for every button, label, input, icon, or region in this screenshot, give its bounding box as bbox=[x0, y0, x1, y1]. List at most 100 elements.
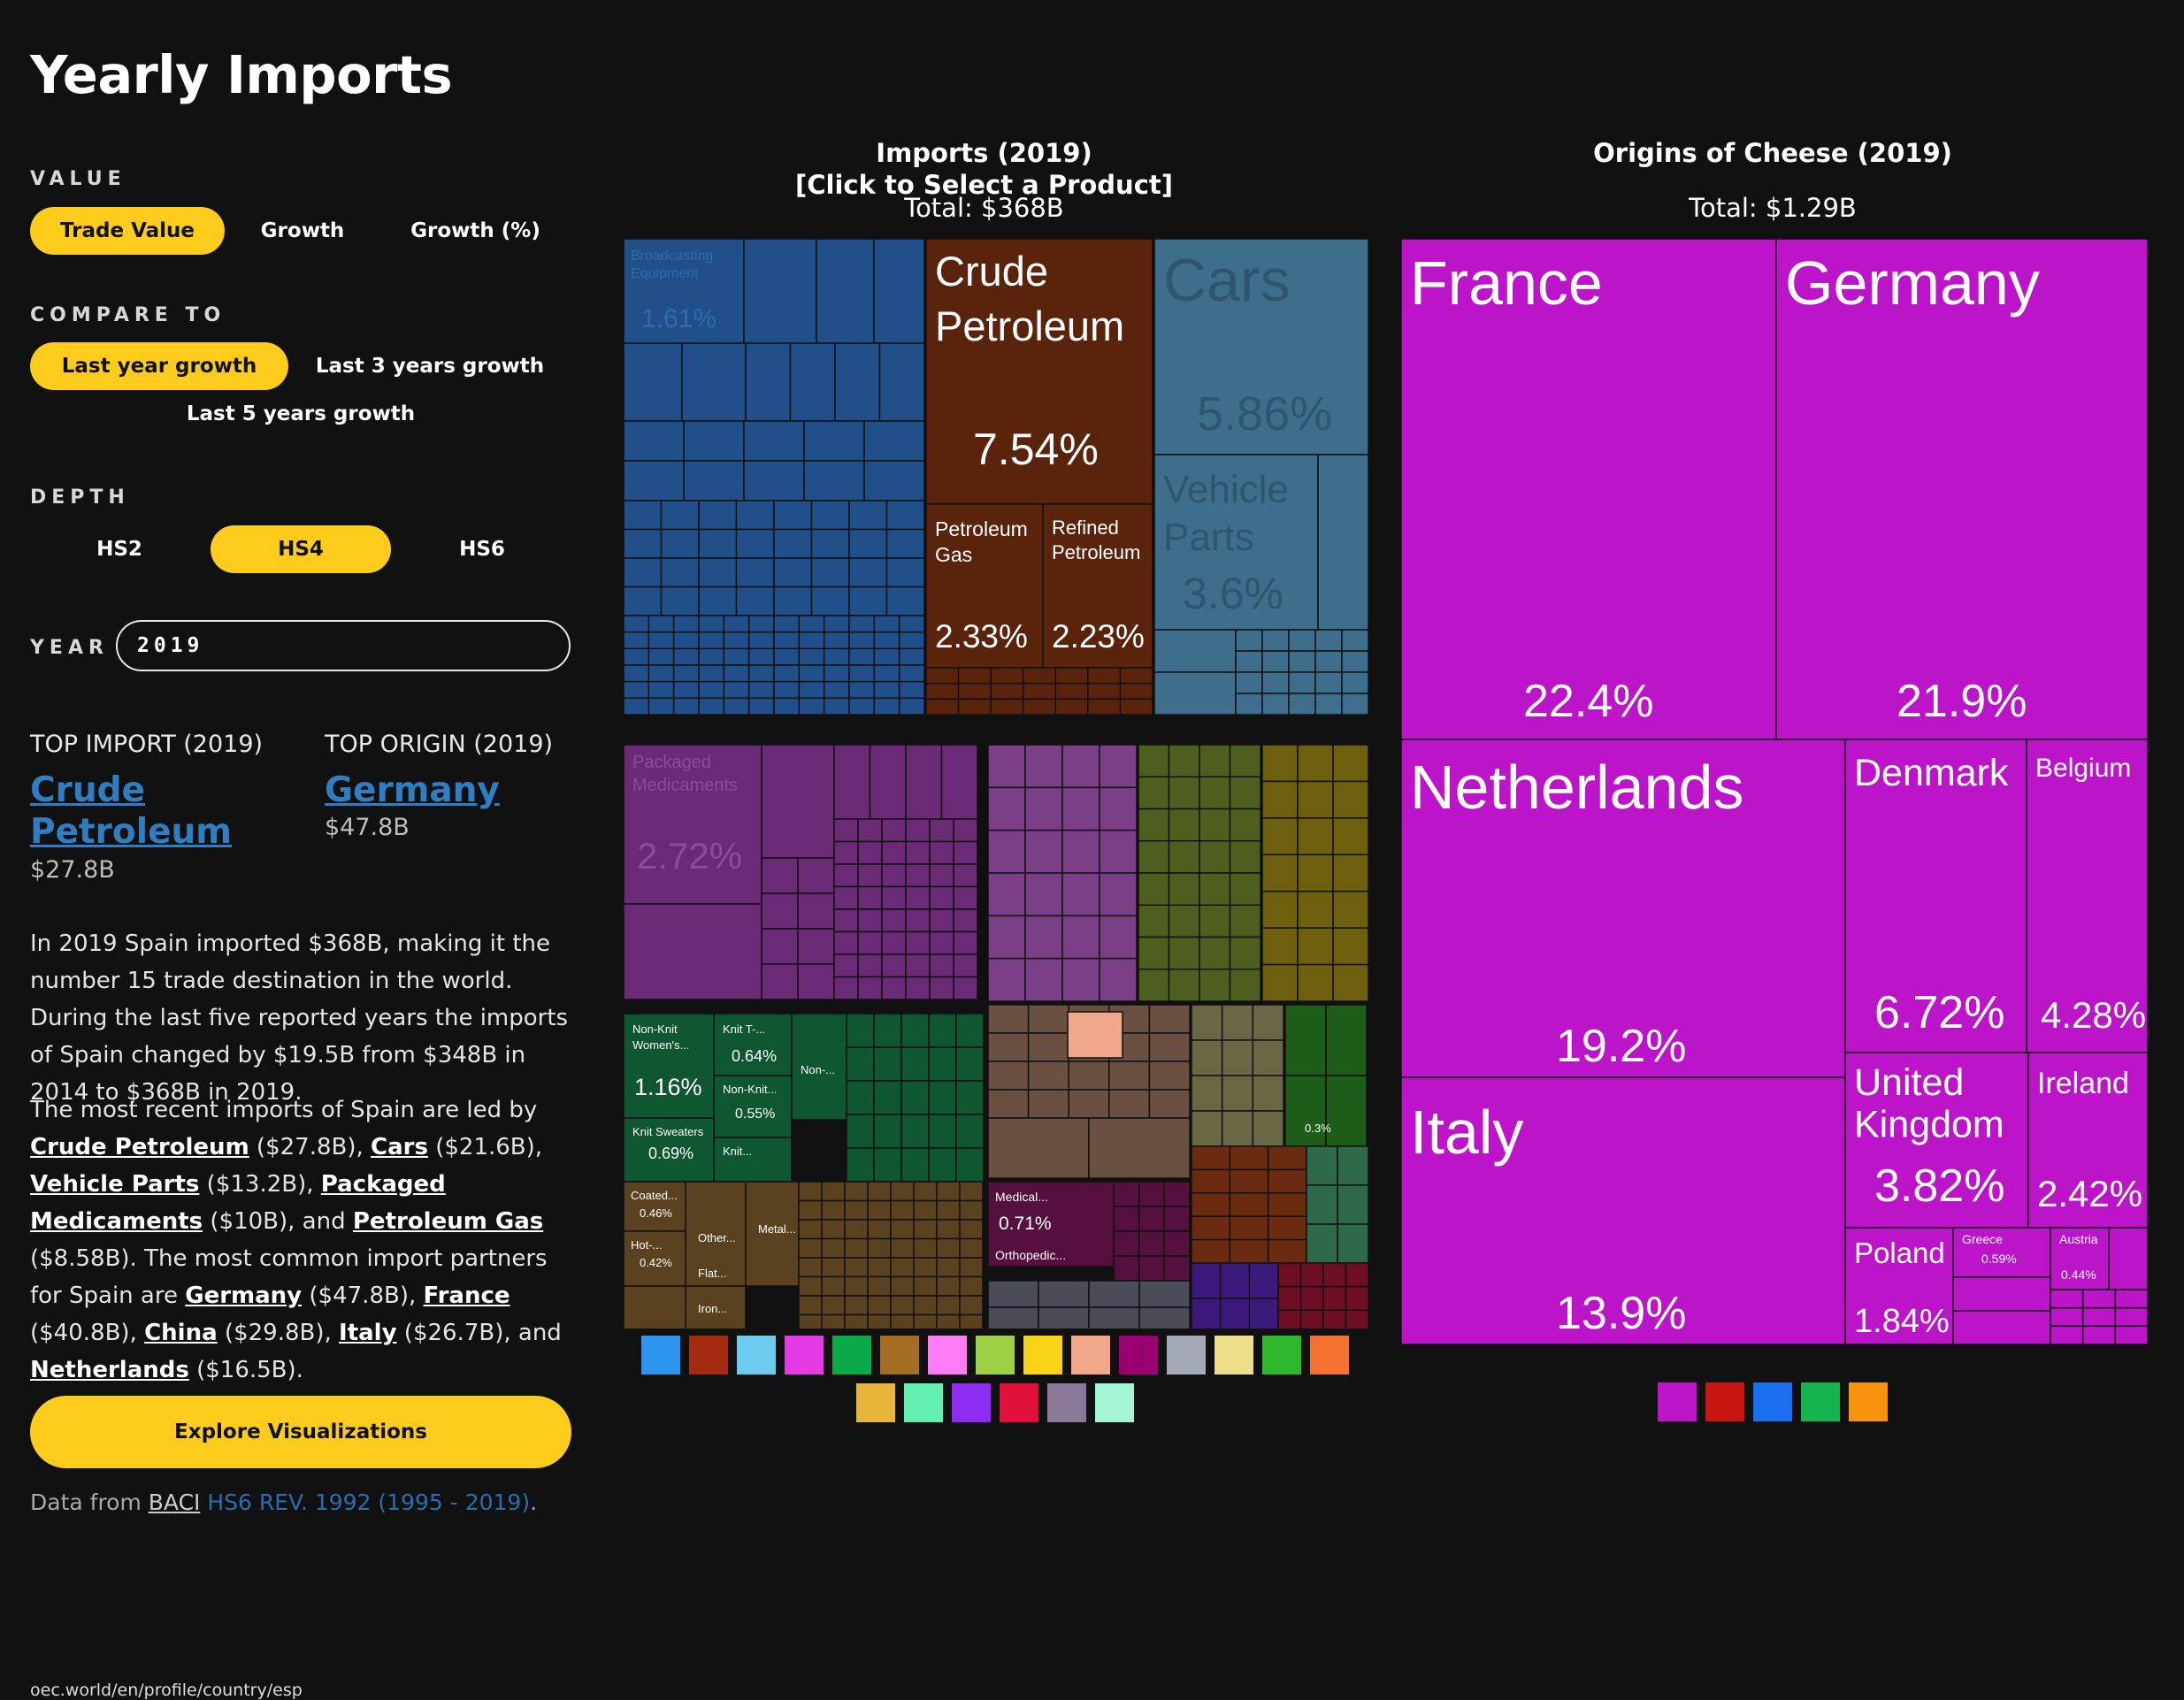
tile-machinery[interactable] bbox=[672, 631, 700, 650]
tile-chemicals[interactable] bbox=[953, 976, 978, 1000]
tile-instruments[interactable] bbox=[1138, 1306, 1191, 1329]
tile-misc[interactable] bbox=[1306, 1145, 1338, 1186]
tile-origin-small[interactable] bbox=[2081, 1325, 2117, 1345]
tile-machinery[interactable] bbox=[898, 647, 925, 666]
tile-vegetable[interactable] bbox=[1229, 904, 1261, 938]
tile-machinery[interactable] bbox=[698, 631, 725, 650]
tile-foodstuffs[interactable] bbox=[1261, 927, 1299, 966]
tile-textiles[interactable] bbox=[873, 1046, 902, 1082]
tile-foodstuffs[interactable] bbox=[1297, 854, 1334, 892]
tile-metals[interactable] bbox=[959, 1257, 984, 1278]
depth-hs2-button[interactable]: HS2 bbox=[96, 538, 142, 561]
tile-chemicals[interactable] bbox=[929, 908, 954, 933]
tile-precious[interactable] bbox=[1219, 1298, 1251, 1329]
tile-machinery[interactable] bbox=[848, 586, 888, 616]
tile-chemicals[interactable] bbox=[929, 818, 954, 843]
tile-machinery[interactable] bbox=[660, 586, 700, 616]
tile-chemicals[interactable] bbox=[761, 857, 799, 894]
tile-metals[interactable] bbox=[913, 1219, 938, 1240]
tile-machinery[interactable] bbox=[723, 697, 750, 716]
tile-metals[interactable] bbox=[959, 1219, 984, 1240]
tile-machinery[interactable] bbox=[834, 342, 881, 422]
tile-metals[interactable] bbox=[821, 1275, 846, 1297]
tile-metals[interactable] bbox=[844, 1275, 869, 1297]
tile-animal[interactable] bbox=[987, 1117, 1090, 1179]
tile-machinery[interactable] bbox=[898, 680, 925, 700]
tile-machinery[interactable] bbox=[624, 557, 663, 588]
tile-plastics[interactable] bbox=[1099, 957, 1138, 1002]
tile-vegetable[interactable] bbox=[1138, 840, 1170, 874]
tile-chemicals[interactable] bbox=[929, 953, 954, 978]
tile-metals[interactable] bbox=[867, 1275, 892, 1297]
tile-vegetable[interactable] bbox=[1199, 808, 1231, 842]
tile-arms[interactable] bbox=[1322, 1285, 1347, 1312]
tile-non-knit-womens[interactable] bbox=[624, 1013, 715, 1119]
tile-metals[interactable] bbox=[890, 1295, 915, 1316]
imports-legend-swatch[interactable] bbox=[928, 1336, 967, 1375]
tile-misc[interactable] bbox=[1337, 1223, 1368, 1264]
tile-chemicals[interactable] bbox=[857, 908, 883, 933]
tile-machinery[interactable] bbox=[898, 631, 925, 650]
tile-chemicals[interactable] bbox=[857, 976, 883, 1000]
tile-foodstuffs[interactable] bbox=[1332, 927, 1368, 966]
tile-machinery[interactable] bbox=[672, 615, 700, 633]
imports-legend-swatch[interactable] bbox=[1167, 1336, 1206, 1375]
tile-textiles[interactable] bbox=[928, 1046, 957, 1082]
tile-vegetable[interactable] bbox=[1168, 808, 1200, 842]
origins-legend-swatch[interactable] bbox=[1801, 1382, 1840, 1421]
tile-machinery[interactable] bbox=[823, 615, 850, 633]
year-input[interactable] bbox=[116, 620, 571, 671]
depth-hs6-button[interactable]: HS6 bbox=[459, 538, 505, 561]
tile-wood[interactable] bbox=[1267, 1168, 1307, 1194]
tile-metals[interactable] bbox=[798, 1313, 823, 1329]
origins-legend-swatch[interactable] bbox=[1753, 1382, 1792, 1421]
tile-instruments[interactable] bbox=[1113, 1230, 1140, 1257]
tile-metals[interactable] bbox=[798, 1219, 823, 1240]
tile-machinery[interactable] bbox=[898, 664, 925, 683]
tile-vegetable[interactable] bbox=[1229, 840, 1261, 874]
tile-machinery[interactable] bbox=[624, 664, 650, 683]
tile-knit-sweaters[interactable] bbox=[624, 1117, 715, 1183]
tile-cars-small[interactable] bbox=[1153, 629, 1237, 673]
link-packaged-medicaments[interactable]: Packaged Medicaments bbox=[30, 1171, 446, 1235]
tile-metals[interactable] bbox=[844, 1219, 869, 1240]
tile-machinery[interactable] bbox=[773, 615, 801, 633]
tile-chemicals[interactable] bbox=[881, 863, 907, 888]
tile-france[interactable] bbox=[1401, 239, 1777, 740]
top-origin-link[interactable]: Germany bbox=[325, 770, 500, 810]
tile-foodstuffs[interactable] bbox=[1297, 927, 1334, 966]
tile-chemicals[interactable] bbox=[953, 863, 978, 888]
tile-machinery[interactable] bbox=[798, 647, 825, 666]
tile-machinery[interactable] bbox=[823, 697, 850, 716]
tile-instruments[interactable] bbox=[1138, 1255, 1166, 1282]
tile-vegetable[interactable] bbox=[1138, 872, 1170, 906]
tile-machinery[interactable] bbox=[898, 697, 925, 716]
tile-metals[interactable] bbox=[798, 1237, 823, 1259]
tile-cars-small[interactable] bbox=[1261, 671, 1290, 694]
tile-metals[interactable] bbox=[821, 1199, 846, 1221]
tile-ireland[interactable] bbox=[2027, 1052, 2148, 1229]
tile-instruments[interactable] bbox=[1138, 1206, 1166, 1232]
tile-machinery[interactable] bbox=[723, 615, 750, 633]
tile-chemicals[interactable] bbox=[833, 976, 859, 1000]
tile-foodstuffs[interactable] bbox=[1297, 780, 1334, 819]
tile-machinery[interactable] bbox=[848, 528, 888, 559]
tile-foodstuffs[interactable] bbox=[1332, 744, 1368, 783]
tile-cars-small[interactable] bbox=[1153, 671, 1237, 716]
tile-textiles[interactable] bbox=[928, 1114, 957, 1149]
tile-textiles[interactable] bbox=[900, 1046, 930, 1082]
tile-netherlands[interactable] bbox=[1401, 739, 1846, 1078]
tile-knit[interactable] bbox=[713, 1137, 793, 1183]
tile-machinery[interactable] bbox=[798, 680, 825, 700]
tile-metals[interactable] bbox=[959, 1295, 984, 1316]
tile-chemicals[interactable] bbox=[833, 953, 859, 978]
tile-machinery[interactable] bbox=[823, 664, 850, 683]
tile-wood[interactable] bbox=[1191, 1215, 1231, 1241]
tile-metals[interactable] bbox=[844, 1181, 869, 1202]
tile-vegetable[interactable] bbox=[1229, 776, 1261, 810]
tile-cars-small[interactable] bbox=[1235, 650, 1263, 673]
imports-legend-swatch[interactable] bbox=[1071, 1336, 1110, 1375]
tile-plastics[interactable] bbox=[1099, 786, 1138, 831]
tile-machinery[interactable] bbox=[624, 631, 650, 650]
tile-machinery[interactable] bbox=[698, 615, 725, 633]
